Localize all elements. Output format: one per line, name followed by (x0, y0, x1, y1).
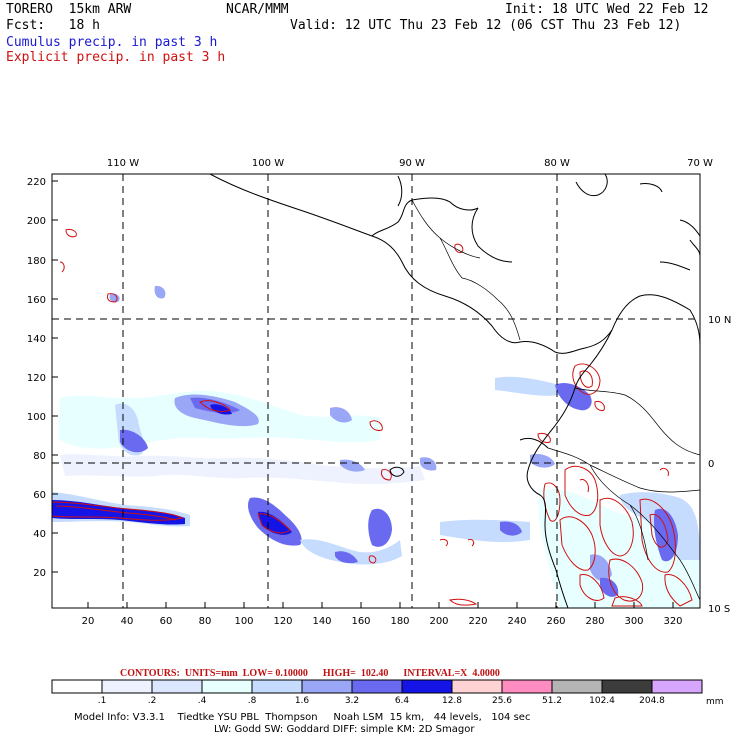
legend-label: .2 (147, 696, 157, 706)
lat-label-10s: 10 S (708, 604, 730, 615)
x-tick-100: 100 (234, 616, 253, 627)
init-time: Init: 18 UTC Wed 22 Feb 12 (505, 2, 709, 17)
legend-swatch (151, 679, 203, 694)
longitude-labels: 110 W 100 W 90 W 80 W 70 W (107, 158, 713, 169)
legend-swatch (601, 679, 653, 694)
x-tick-240: 240 (507, 616, 526, 627)
y-tick-200: 200 (27, 216, 46, 227)
map-frame (51, 173, 701, 609)
legend-swatch (51, 679, 103, 694)
latitude-labels: 10 N 0 10 S (708, 315, 731, 615)
legend-swatch (201, 679, 253, 694)
legend-label: 102.4 (589, 696, 615, 706)
x-axis-ticks (87, 602, 674, 608)
lat-label-0: 0 (708, 459, 714, 470)
legend-swatch (301, 679, 353, 694)
legend-swatch (251, 679, 303, 694)
x-tick-320: 320 (663, 616, 682, 627)
legend-swatch (351, 679, 403, 694)
legend-label: 12.8 (441, 696, 463, 706)
x-tick-280: 280 (585, 616, 604, 627)
legend-label: 6.4 (394, 696, 410, 706)
cumulus-precip-label: Cumulus precip. in past 3 h (6, 35, 218, 50)
x-axis-labels: 20 40 60 80 100 120 140 160 180 200 220 … (82, 616, 683, 627)
x-tick-80: 80 (199, 616, 212, 627)
legend-label: 1.6 (294, 696, 310, 706)
x-tick-300: 300 (624, 616, 643, 627)
coastlines (209, 174, 700, 608)
legend-swatch (101, 679, 153, 694)
y-tick-20: 20 (33, 568, 46, 579)
lon-label-90w: 90 W (399, 158, 425, 169)
forecast-hour: Fcst: 18 h (6, 18, 100, 33)
x-tick-200: 200 (429, 616, 448, 627)
legend-swatch (401, 679, 453, 694)
y-tick-160: 160 (27, 295, 46, 306)
x-tick-120: 120 (273, 616, 292, 627)
x-tick-260: 260 (546, 616, 565, 627)
legend-label: .8 (247, 696, 257, 706)
x-tick-20: 20 (82, 616, 95, 627)
y-tick-100: 100 (27, 412, 46, 423)
y-axis-labels: 220 200 180 160 140 120 100 80 60 40 20 (27, 177, 46, 579)
x-tick-40: 40 (121, 616, 134, 627)
lon-label-110w: 110 W (107, 158, 139, 169)
model-info-line2: LW: Godd SW: Goddard DIFF: simple KM: 2D… (214, 724, 475, 735)
x-tick-60: 60 (160, 616, 173, 627)
legend-swatch (501, 679, 553, 694)
y-tick-80: 80 (33, 451, 46, 462)
legend-label: 51.2 (541, 696, 563, 706)
lat-label-10n: 10 N (708, 315, 731, 326)
model-title: TORERO 15km ARW (6, 2, 132, 17)
legend-label: .1 (97, 696, 107, 706)
lon-label-100w: 100 W (252, 158, 284, 169)
explicit-precip-label: Explicit precip. in past 3 h (6, 50, 226, 65)
legend-units: mm (706, 697, 724, 707)
x-tick-140: 140 (312, 616, 331, 627)
y-tick-180: 180 (27, 256, 46, 267)
y-tick-40: 40 (33, 529, 46, 540)
y-tick-60: 60 (33, 490, 46, 501)
lon-label-70w: 70 W (687, 158, 713, 169)
legend-label: .4 (197, 696, 207, 706)
valid-time: Valid: 12 UTC Thu 23 Feb 12 (06 CST Thu … (290, 18, 682, 33)
model-info-line1: Model Info: V3.3.1 Tiedtke YSU PBL Thomp… (74, 712, 531, 723)
legend-swatch (451, 679, 503, 694)
legend-colorbar (51, 679, 703, 694)
x-tick-160: 160 (351, 616, 370, 627)
y-tick-120: 120 (27, 373, 46, 384)
legend-label: 3.2 (344, 696, 360, 706)
legend-swatch (551, 679, 603, 694)
contours-info: CONTOURS: UNITS=mm LOW= 0.10000 HIGH= 10… (120, 668, 500, 679)
country-borders (411, 199, 700, 601)
x-tick-180: 180 (390, 616, 409, 627)
lon-label-80w: 80 W (544, 158, 570, 169)
center-name: NCAR/MMM (226, 2, 289, 17)
lat-lon-grid (52, 174, 700, 608)
y-axis-ticks (52, 180, 58, 573)
legend-swatch (651, 679, 703, 694)
legend-label: 204.8 (639, 696, 665, 706)
y-tick-140: 140 (27, 334, 46, 345)
x-tick-220: 220 (468, 616, 487, 627)
explicit-precip-contours (52, 229, 693, 607)
legend-label: 25.6 (491, 696, 513, 706)
cumulus-precip-areas (52, 285, 700, 608)
y-tick-220: 220 (27, 177, 46, 188)
